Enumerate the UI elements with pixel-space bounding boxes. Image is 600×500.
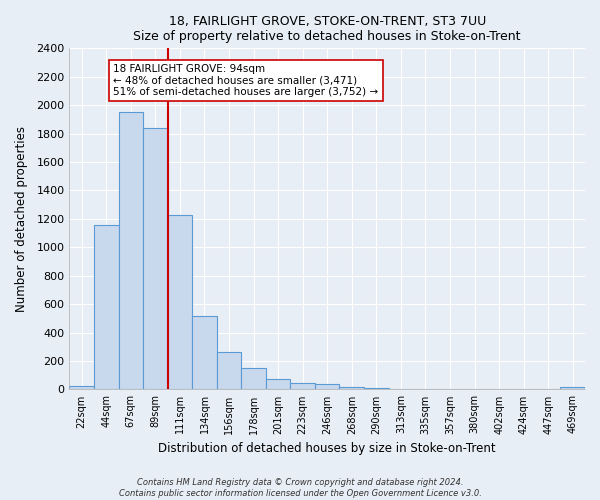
Bar xyxy=(119,112,143,390)
X-axis label: Distribution of detached houses by size in Stoke-on-Trent: Distribution of detached houses by size … xyxy=(158,442,496,455)
Text: Contains HM Land Registry data © Crown copyright and database right 2024.
Contai: Contains HM Land Registry data © Crown c… xyxy=(119,478,481,498)
Bar xyxy=(167,216,192,390)
Bar xyxy=(192,316,217,390)
Bar xyxy=(241,368,266,390)
Text: 18 FAIRLIGHT GROVE: 94sqm
← 48% of detached houses are smaller (3,471)
51% of se: 18 FAIRLIGHT GROVE: 94sqm ← 48% of detac… xyxy=(113,64,379,97)
Bar xyxy=(364,388,389,390)
Title: 18, FAIRLIGHT GROVE, STOKE-ON-TRENT, ST3 7UU
Size of property relative to detach: 18, FAIRLIGHT GROVE, STOKE-ON-TRENT, ST3… xyxy=(133,15,521,43)
Bar xyxy=(217,352,241,390)
Bar xyxy=(94,226,119,390)
Bar xyxy=(70,386,94,390)
Bar xyxy=(266,379,290,390)
Bar xyxy=(290,383,315,390)
Bar xyxy=(340,388,364,390)
Bar xyxy=(315,384,340,390)
Bar xyxy=(560,388,585,390)
Y-axis label: Number of detached properties: Number of detached properties xyxy=(15,126,28,312)
Bar xyxy=(143,128,167,390)
